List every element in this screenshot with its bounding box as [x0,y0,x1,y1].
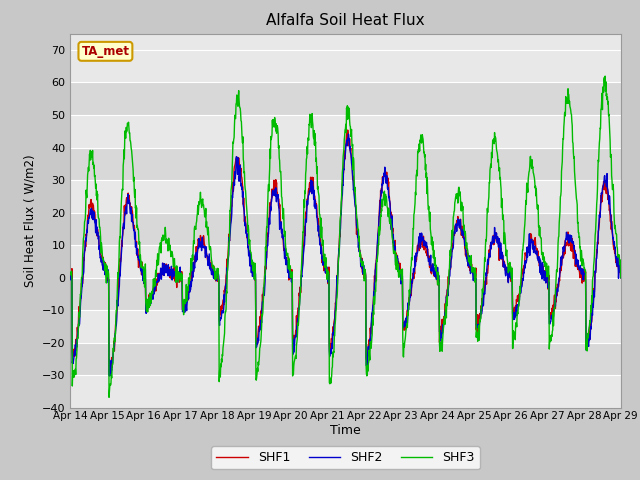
SHF3 [105,395,113,400]
SHF1 [176,266,184,272]
SHF2 [106,373,113,379]
SHF2 [552,294,560,300]
Legend: SHF1, SHF2, SHF3: SHF1, SHF2, SHF3 [211,446,480,469]
Bar [70,50,621,83]
SHF3 [601,73,609,79]
Bar [70,213,621,245]
SHF2 [67,274,74,279]
SHF1 [67,275,74,281]
SHF2 [617,275,625,281]
Bar [70,278,621,311]
SHF1 [432,275,440,281]
Line: SHF2: SHF2 [70,134,621,376]
SHF3 [251,265,259,271]
Title: Alfalfa Soil Heat Flux: Alfalfa Soil Heat Flux [266,13,425,28]
X-axis label: Time: Time [330,423,361,436]
SHF1 [504,271,511,276]
SHF1 [251,277,259,283]
SHF3 [189,245,197,251]
Bar [70,180,621,213]
Bar [70,375,621,408]
Bar [70,115,621,147]
SHF2 [344,131,352,137]
Line: SHF1: SHF1 [70,130,621,373]
Bar [70,311,621,343]
Bar [70,343,621,375]
SHF3 [504,256,511,262]
SHF1 [344,127,351,133]
Line: SHF3: SHF3 [70,76,621,397]
SHF3 [431,267,439,273]
Bar [70,83,621,115]
SHF3 [67,270,74,276]
SHF1 [552,299,560,305]
SHF3 [617,275,625,281]
SHF2 [189,259,197,265]
SHF3 [552,283,559,288]
Y-axis label: Soil Heat Flux ( W/m2): Soil Heat Flux ( W/m2) [24,155,36,287]
SHF1 [617,275,625,281]
SHF1 [189,270,197,276]
Bar [70,147,621,180]
Bar [70,245,621,278]
SHF2 [504,269,511,275]
SHF1 [106,370,114,376]
SHF3 [176,275,184,281]
Text: TA_met: TA_met [81,45,129,58]
SHF2 [432,269,440,275]
SHF2 [176,274,184,280]
SHF2 [251,272,259,277]
